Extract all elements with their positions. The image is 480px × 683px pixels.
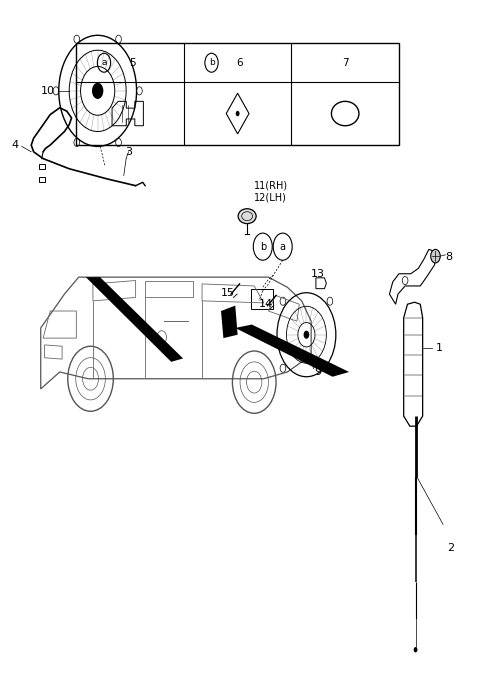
- Text: 13: 13: [312, 268, 325, 279]
- Text: 4: 4: [11, 140, 18, 150]
- Text: 9: 9: [315, 367, 322, 377]
- Text: a: a: [101, 58, 107, 67]
- Text: 14: 14: [259, 299, 273, 309]
- Text: 11(RH)
12(LH): 11(RH) 12(LH): [254, 180, 288, 203]
- Circle shape: [431, 249, 440, 263]
- Circle shape: [92, 83, 103, 99]
- Polygon shape: [221, 305, 238, 338]
- Text: 3: 3: [125, 147, 132, 157]
- Text: 7: 7: [342, 58, 348, 68]
- Circle shape: [414, 647, 418, 652]
- Text: b: b: [209, 58, 215, 67]
- Text: b: b: [260, 242, 266, 251]
- Text: 5: 5: [129, 58, 136, 68]
- Text: 10: 10: [41, 86, 55, 96]
- Circle shape: [303, 331, 309, 339]
- Circle shape: [236, 111, 240, 116]
- Text: 6: 6: [237, 58, 243, 68]
- Text: 15: 15: [221, 288, 235, 298]
- Ellipse shape: [238, 209, 256, 223]
- Text: 2: 2: [447, 543, 455, 553]
- Text: a: a: [280, 242, 286, 251]
- Text: 1: 1: [436, 344, 443, 353]
- Polygon shape: [235, 324, 349, 377]
- Text: 8: 8: [445, 252, 452, 262]
- Polygon shape: [86, 277, 183, 362]
